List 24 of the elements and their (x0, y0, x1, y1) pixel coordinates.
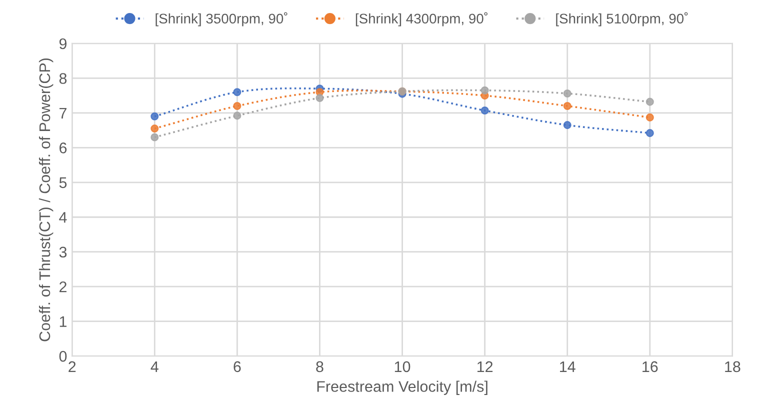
x-tick-label: 18 (725, 361, 740, 372)
x-tick-label: 4 (150, 361, 158, 372)
x-tick-label: 14 (560, 361, 576, 372)
x-axis-title: Freestream Velocity [m/s] (317, 380, 488, 395)
y-tick-label: 8 (59, 73, 67, 84)
x-tick-label: 12 (477, 361, 493, 372)
y-tick-label: 5 (59, 177, 67, 188)
legend-label: [Shrink] 5100rpm, 90˚ (556, 12, 688, 26)
y-tick-label: 0 (59, 350, 67, 362)
y-tick-label: 7 (60, 108, 66, 118)
legend-label: [Shrink] 3500rpm, 90˚ (156, 12, 288, 26)
y-tick-label: 2 (60, 281, 66, 292)
x-tick-label: 16 (642, 361, 658, 372)
y-tick-label: 9 (59, 38, 67, 50)
x-tick-label: 6 (234, 361, 241, 372)
y-tick-label: 1 (60, 316, 66, 327)
x-tick-label: 10 (394, 361, 410, 372)
y-axis-title: Coeff. of Thrust(CT) / Coeff. of Power(CP) (38, 58, 54, 342)
y-tick-label: 4 (59, 212, 67, 223)
legend-label: [Shrink] 4300rpm, 90˚ (356, 12, 488, 26)
x-tick-label: 8 (316, 361, 324, 372)
y-tick-label: 6 (60, 142, 67, 154)
x-tick-label: 2 (68, 361, 76, 372)
y-tick-label: 3 (59, 246, 67, 258)
